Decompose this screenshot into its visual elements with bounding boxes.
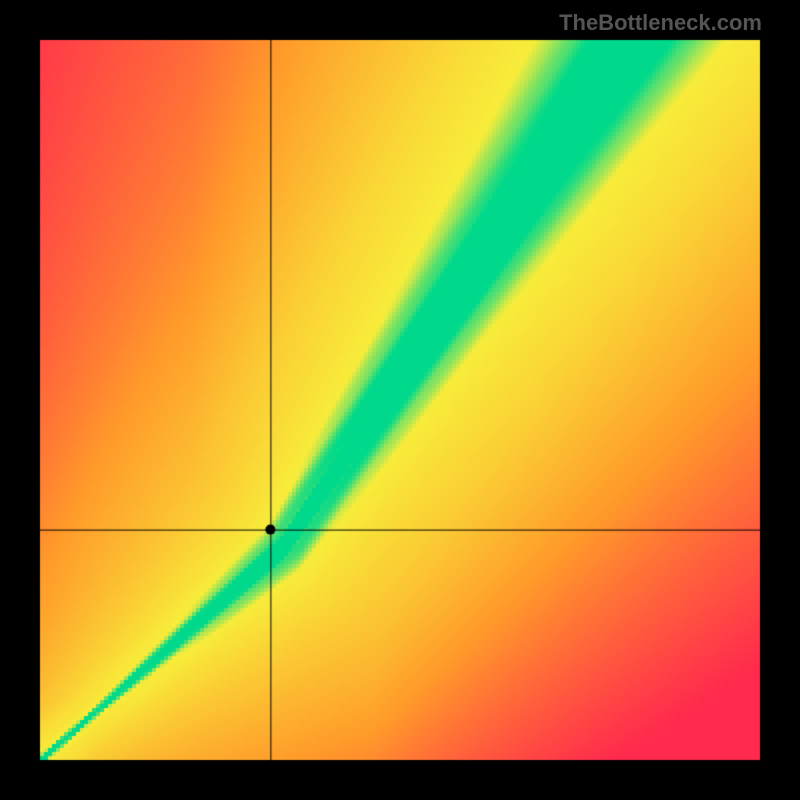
watermark-label: TheBottleneck.com <box>559 10 762 36</box>
heatmap-canvas <box>0 0 800 800</box>
chart-root: TheBottleneck.com <box>0 0 800 800</box>
